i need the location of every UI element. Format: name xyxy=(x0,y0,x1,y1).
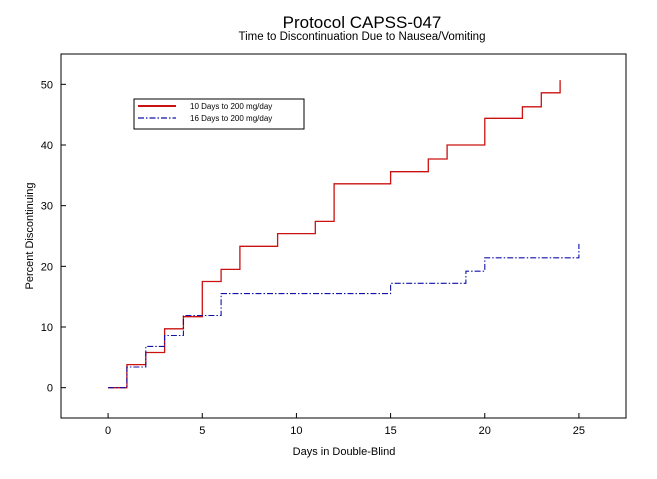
legend-label-16-days: 16 Days to 200 mg/day xyxy=(190,114,272,123)
x-tick-label: 0 xyxy=(105,425,111,437)
legend-label-10-days: 10 Days to 200 mg/day xyxy=(190,102,272,111)
y-tick-label: 50 xyxy=(41,79,53,91)
x-tick-label: 20 xyxy=(479,425,491,437)
series-line-16-days xyxy=(108,243,580,389)
y-axis-label: Percent Discontinuing xyxy=(24,182,36,289)
x-tick-label: 15 xyxy=(384,425,396,437)
y-tick-label: 20 xyxy=(41,261,53,273)
chart-subtitle: Time to Discontinuation Due to Nausea/Vo… xyxy=(239,31,486,43)
series-group xyxy=(108,80,580,389)
legend: 10 Days to 200 mg/day 16 Days to 200 mg/… xyxy=(133,98,305,130)
plot-frame xyxy=(60,53,627,419)
x-axis-label: Days in Double-Blind xyxy=(293,446,396,458)
legend-box xyxy=(133,98,305,130)
x-tick-label: 25 xyxy=(573,425,585,437)
chart-title: Protocol CAPSS-047 xyxy=(283,13,442,32)
y-tick-label: 40 xyxy=(41,140,53,152)
x-tick-label: 10 xyxy=(290,425,302,437)
y-tick-label: 0 xyxy=(47,383,53,395)
axis-ticks: 0 5 10 15 20 25 0 10 20 30 40 50 xyxy=(41,79,585,437)
y-tick-label: 30 xyxy=(41,201,53,213)
y-tick-label: 10 xyxy=(41,322,53,334)
x-tick-label: 5 xyxy=(199,425,205,437)
